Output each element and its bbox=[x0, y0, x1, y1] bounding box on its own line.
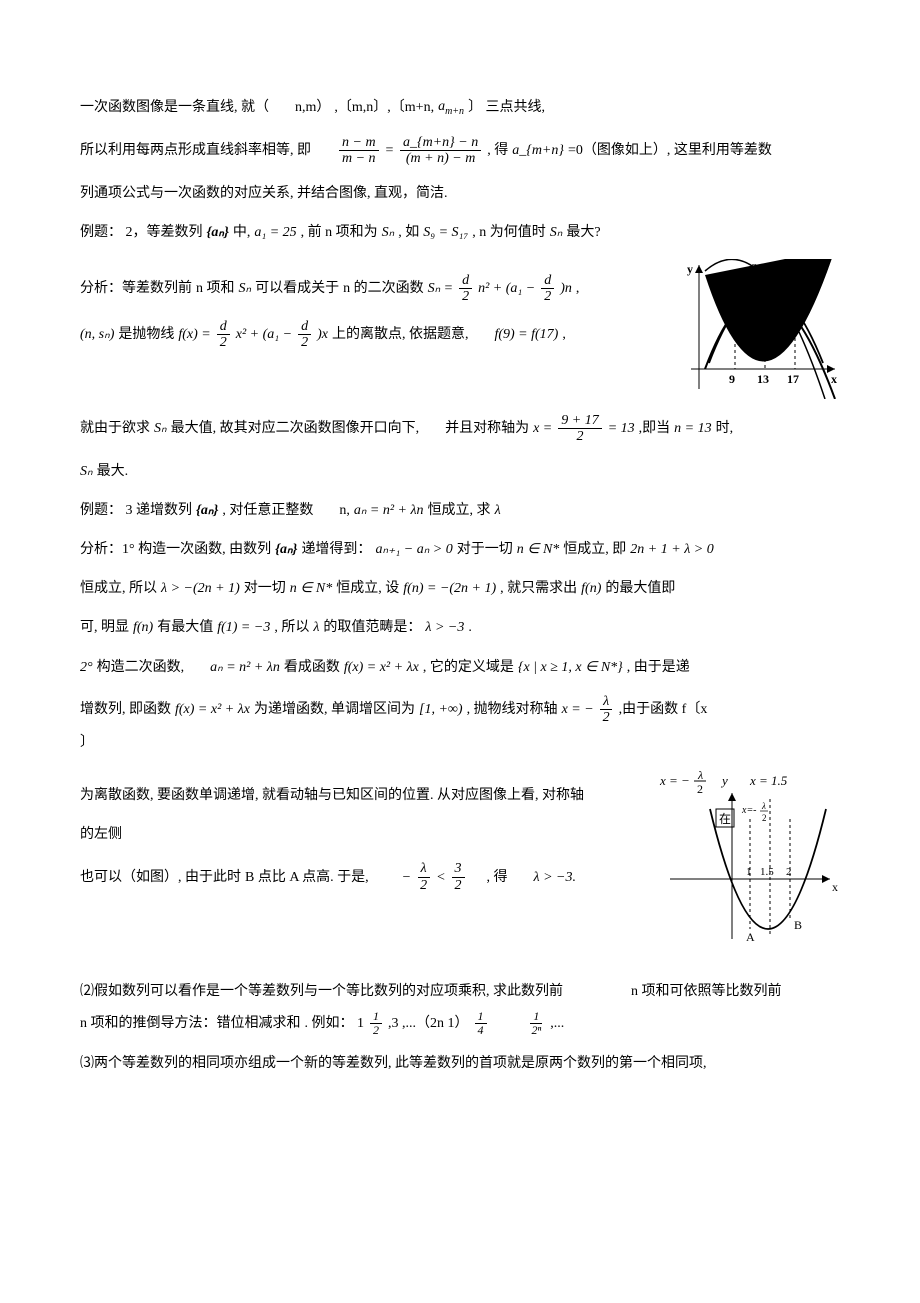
analysis-2b: (n, sₙ) 是抛物线 f(x) = d2 x² + (a₁ − d2 )x … bbox=[80, 319, 675, 351]
svg-text:A: A bbox=[746, 930, 755, 944]
note-3: ⑶两个等差数列的相同项亦组成一个新的等差数列, 此等差数列的首项就是原两个数列的… bbox=[80, 1051, 840, 1076]
analysis-2d: Sₙ 最大. bbox=[80, 459, 840, 484]
svg-text:在: 在 bbox=[719, 812, 731, 826]
text: 〕 三点共线, bbox=[468, 95, 545, 120]
svg-text:λ: λ bbox=[761, 801, 766, 811]
figure-parabola-up: x = − λ 2 y x = 1.5 x 在 x=- λ 2 1 1.5 2 … bbox=[650, 769, 840, 949]
para-linear-intro: 一次函数图像是一条直线, 就（ n,m） ,〔m,n〕,〔m+n, am+n 〕… bbox=[80, 94, 840, 121]
fraction-right: a_{m+n} − n (m + n) − m bbox=[400, 135, 481, 167]
svg-text:y: y bbox=[720, 773, 728, 788]
degree2-b: 增数列, 即函数 f(x) = x² + λx 为递增函数, 单调增区间为 [1… bbox=[80, 694, 840, 726]
svg-text:x = 1.5: x = 1.5 bbox=[749, 773, 788, 788]
analysis-3c: 可, 明显 f(n) 有最大值 f(1) = −3 , 所以 λ 的取值范畴是：… bbox=[80, 615, 840, 640]
svg-text:S₁₇: S₁₇ bbox=[781, 272, 794, 284]
math: am+n bbox=[438, 94, 464, 121]
svg-text:S₉: S₉ bbox=[719, 272, 729, 284]
svg-text:1: 1 bbox=[746, 866, 752, 878]
set-an: {aₙ} bbox=[207, 220, 229, 245]
cond: S₉ = S₁₇ bbox=[423, 220, 468, 245]
text: 一次函数图像是一条直线, 就（ bbox=[80, 95, 269, 120]
svg-text:9: 9 bbox=[729, 372, 735, 386]
svg-text:2: 2 bbox=[697, 782, 703, 796]
text: 列通项公式与一次函数的对应关系, 并结合图像, 直观，简洁. bbox=[80, 181, 448, 206]
degree2-a: 2° 构造二次函数, aₙ = n² + λn 看成函数 f(x) = x² +… bbox=[80, 655, 840, 680]
svg-text:1.5: 1.5 bbox=[760, 866, 774, 878]
note-2: ⑵假如数列可以看作是一个等差数列与一个等比数列的对应项乘积, 求此数列前 n 项… bbox=[80, 979, 840, 1004]
fraction-left: n − m m − n bbox=[339, 135, 379, 167]
svg-text:2: 2 bbox=[786, 866, 792, 878]
also-line: 也可以（如图）, 由于此时 B 点比 A 点高. 于是, − λ2 < 32 ,… bbox=[80, 861, 640, 893]
discrete-1: 为离散函数, 要函数单调递增, 就看动轴与已知区间的位置. 从对应图像上看, 对… bbox=[80, 783, 640, 808]
label: 例题： 2，等差数列 bbox=[80, 220, 203, 245]
svg-text:λ: λ bbox=[697, 769, 703, 782]
analysis-3b: 恒成立, 所以 λ > −(2n + 1) 对一切 n ∈ N* 恒成立, 设 … bbox=[80, 576, 840, 601]
para-slope-2: 列通项公式与一次函数的对应关系, 并结合图像, 直观，简洁. bbox=[80, 181, 840, 206]
a1: a₁ = 25 bbox=[254, 220, 296, 245]
text: =0（图像如上）, 这里利用等差数 bbox=[568, 138, 772, 163]
discrete-2: 的左侧 bbox=[80, 822, 640, 847]
svg-text:2: 2 bbox=[762, 813, 767, 823]
svg-text:B: B bbox=[794, 918, 802, 932]
discrete-block: 为离散函数, 要函数单调递增, 就看动轴与已知区间的位置. 从对应图像上看, 对… bbox=[80, 769, 840, 949]
note-2b: n 项和的推倒导方法：错位相减求和 . 例如： 1 12 ,3 ,...（2n … bbox=[80, 1010, 840, 1037]
math: a_{m+n} bbox=[512, 138, 564, 163]
text: ,〔m,n〕,〔m+n, bbox=[334, 95, 434, 120]
text: n,m） bbox=[295, 95, 330, 120]
svg-text:y: y bbox=[687, 262, 693, 276]
svg-text:13: 13 bbox=[757, 372, 769, 386]
figure-parabola-down: y x S₉ S₁₃ S₁₇ 9 13 17 bbox=[685, 259, 840, 399]
svg-text:x: x bbox=[832, 880, 838, 894]
degree2-b2: 〕 bbox=[80, 730, 840, 755]
analysis-2c: 就由于欲求 Sₙ 最大值, 故其对应二次函数图像开口向下, 并且对称轴为 x =… bbox=[80, 413, 840, 445]
analysis-2-block: 分析：等差数列前 n 项和 Sₙ 可以看成关于 n 的二次函数 Sₙ = d2 … bbox=[80, 259, 840, 399]
analysis-2a: 分析：等差数列前 n 项和 Sₙ 可以看成关于 n 的二次函数 Sₙ = d2 … bbox=[80, 273, 675, 305]
svg-text:17: 17 bbox=[787, 372, 799, 386]
para-slope: 所以利用每两点形成直线斜率相等, 即 n − m m − n = a_{m+n}… bbox=[80, 135, 840, 167]
example-2: 例题： 2，等差数列 {aₙ} 中, a₁ = 25 , 前 n 项和为 Sₙ … bbox=[80, 220, 840, 245]
svg-text:S₁₃: S₁₃ bbox=[751, 262, 764, 274]
text: 所以利用每两点形成直线斜率相等, 即 bbox=[80, 138, 311, 163]
svg-text:x=-: x=- bbox=[741, 805, 757, 816]
frac-d2: d2 bbox=[459, 273, 472, 305]
eq: = bbox=[385, 138, 394, 163]
text: , 得 bbox=[487, 138, 508, 163]
svg-text:x = −: x = − bbox=[659, 773, 690, 788]
svg-text:x: x bbox=[831, 372, 837, 386]
Sn: Sₙ bbox=[382, 220, 395, 245]
example-3: 例题： 3 递增数列 {aₙ} , 对任意正整数 n, aₙ = n² + λn… bbox=[80, 498, 840, 523]
analysis-3a: 分析：1° 构造一次函数, 由数列 {aₙ} 递增得到： aₙ₊₁ − aₙ >… bbox=[80, 537, 840, 562]
